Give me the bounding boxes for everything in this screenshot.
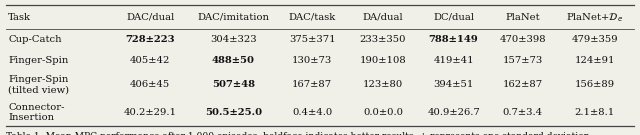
Text: 50.5±25.0: 50.5±25.0 — [205, 108, 262, 117]
Text: 40.9±26.7: 40.9±26.7 — [428, 108, 480, 117]
Text: DAC/dual: DAC/dual — [126, 13, 174, 22]
Text: 304±323: 304±323 — [210, 35, 257, 44]
Text: 190±108: 190±108 — [360, 56, 406, 65]
Text: 233±350: 233±350 — [360, 35, 406, 44]
Text: 156±89: 156±89 — [575, 80, 615, 89]
Text: 479±359: 479±359 — [572, 35, 618, 44]
Text: DA/dual: DA/dual — [363, 13, 403, 22]
Text: 488±50: 488±50 — [212, 56, 255, 65]
Text: 405±42: 405±42 — [130, 56, 170, 65]
Text: 2.1±8.1: 2.1±8.1 — [575, 108, 615, 117]
Text: 394±51: 394±51 — [433, 80, 474, 89]
Text: 375±371: 375±371 — [289, 35, 335, 44]
Text: 157±73: 157±73 — [502, 56, 543, 65]
Text: 470±398: 470±398 — [499, 35, 546, 44]
Text: Finger-Spin: Finger-Spin — [8, 56, 68, 65]
Text: 130±73: 130±73 — [292, 56, 332, 65]
Text: 788±149: 788±149 — [429, 35, 479, 44]
Text: PlaNet: PlaNet — [505, 13, 540, 22]
Text: PlaNet+$\mathcal{D}_e$: PlaNet+$\mathcal{D}_e$ — [566, 11, 623, 24]
Text: DC/dual: DC/dual — [433, 13, 474, 22]
Text: Task: Task — [8, 13, 31, 22]
Text: Finger-Spin: Finger-Spin — [8, 75, 68, 84]
Text: Insertion: Insertion — [8, 113, 54, 122]
Text: (tilted view): (tilted view) — [8, 85, 69, 94]
Text: DAC/task: DAC/task — [289, 13, 336, 22]
Text: 123±80: 123±80 — [363, 80, 403, 89]
Text: 0.4±4.0: 0.4±4.0 — [292, 108, 332, 117]
Text: Connector-: Connector- — [8, 103, 65, 112]
Text: DAC/imitation: DAC/imitation — [197, 13, 269, 22]
Text: 167±87: 167±87 — [292, 80, 332, 89]
Text: 40.2±29.1: 40.2±29.1 — [124, 108, 177, 117]
Text: Cup-Catch: Cup-Catch — [8, 35, 62, 44]
Text: 419±41: 419±41 — [433, 56, 474, 65]
Text: 406±45: 406±45 — [130, 80, 170, 89]
Text: 124±91: 124±91 — [575, 56, 615, 65]
Text: 507±48: 507±48 — [212, 80, 255, 89]
Text: Table 1: Mean MPC performance after 1,000 episodes, boldface indicates better re: Table 1: Mean MPC performance after 1,00… — [6, 132, 593, 135]
Text: 0.7±3.4: 0.7±3.4 — [502, 108, 543, 117]
Text: 0.0±0.0: 0.0±0.0 — [363, 108, 403, 117]
Text: 162±87: 162±87 — [502, 80, 543, 89]
Text: 728±223: 728±223 — [125, 35, 175, 44]
